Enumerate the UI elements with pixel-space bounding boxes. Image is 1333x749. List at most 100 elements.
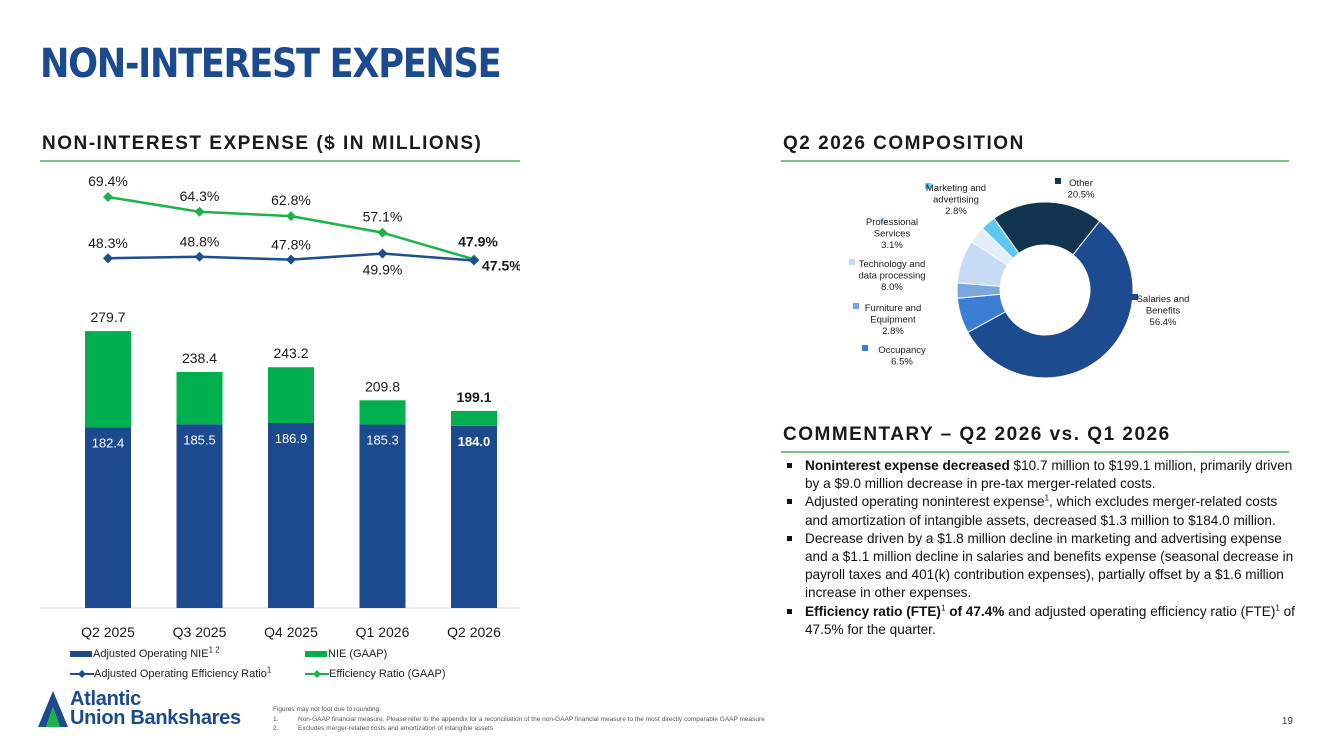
- footnote-1-num: 1.: [273, 715, 279, 723]
- bullet-4-bold: Efficiency ratio (FTE): [805, 603, 941, 619]
- legend-swatch-nie-gaap: [305, 651, 327, 658]
- donut-label-5-line-1: advertising: [933, 195, 979, 206]
- legend-sup-adj-nie: 1 2: [208, 645, 220, 655]
- line-label-adj-eff-1: 48.8%: [180, 234, 220, 250]
- donut-section-rule: [781, 160, 1289, 162]
- marker-adj-eff-4: [469, 255, 479, 266]
- bar-nie-gaap-0: [85, 331, 131, 428]
- x-tick-label-4: Q2 2026: [447, 624, 501, 640]
- line-label-eff-gaap-4: 47.9%: [458, 233, 498, 249]
- logo-line-1: Atlantic: [70, 688, 141, 710]
- bullet-4-bold2: of 47.4%: [945, 603, 1005, 619]
- marker-eff-gaap-2: [286, 211, 296, 222]
- bullet-4-sup: 1: [940, 603, 946, 613]
- bullet-3-text: Decrease driven by a $1.8 million declin…: [805, 530, 1294, 601]
- bar-base-label-2: 186.9: [275, 431, 308, 446]
- line-label-adj-eff-4: 47.5%: [482, 258, 520, 274]
- donut-label-6-line-1: 20.5%: [1068, 190, 1095, 201]
- donut-label-5-line-0: Marketing and: [926, 183, 986, 194]
- commentary-bullet-4: Efficiency ratio (FTE)1 of 47.4% and adj…: [785, 603, 1295, 639]
- bar-adj-nie-1: [176, 424, 223, 608]
- bar-chart-legend: Adjusted Operating NIE1 2 NIE (GAAP) Adj…: [70, 645, 520, 688]
- x-tick-label-1: Q3 2025: [173, 624, 227, 640]
- footnote-2-text: Excludes merger-related costs and amorti…: [298, 725, 494, 732]
- donut-label-2-line-0: Furniture and: [865, 303, 922, 314]
- donut-label-2-line-2: 2.8%: [882, 326, 904, 337]
- logo-text: Atlantic Union Bankshares: [70, 688, 241, 729]
- bullet-2-text: , which excludes merger-related costs an…: [805, 494, 1278, 528]
- logo-mark-icon: [38, 691, 68, 727]
- footnotes: Figures may not foot due to rounding. 1.…: [273, 705, 765, 734]
- bar-base-label-4: 184.0: [458, 434, 491, 449]
- donut-slice-6: [993, 201, 1101, 256]
- marker-adj-eff-1: [194, 251, 205, 262]
- donut-slice-0: [967, 220, 1134, 379]
- donut-label-6-line-0: Other: [1069, 178, 1093, 189]
- bullet-1-text: $10.7 million to $199.1 million, primari…: [805, 458, 1293, 492]
- marker-adj-eff-2: [286, 254, 296, 265]
- commentary-bullet-1: Noninterest expense decreased $10.7 mill…: [785, 457, 1295, 493]
- bullet-4-sup2: 1: [1275, 603, 1280, 613]
- donut-label-3-line-2: 8.0%: [881, 282, 903, 293]
- legend-item-nie-gaap: NIE (GAAP): [305, 648, 387, 660]
- legend-label-adj-eff: Adjusted Operating Efficiency Ratio: [94, 668, 267, 680]
- donut-label-3-line-1: data processing: [858, 271, 925, 282]
- bar-total-label-4: 199.1: [456, 389, 491, 405]
- commentary-title: COMMENTARY – Q2 2026 vs. Q1 2026: [783, 424, 1171, 445]
- legend-label-eff-gaap: Efficiency Ratio (GAAP): [329, 668, 446, 680]
- legend-marker-adj-eff: [70, 670, 94, 679]
- bar-nie-gaap-1: [176, 371, 223, 425]
- donut-section-title: Q2 2026 COMPOSITION: [783, 133, 1025, 154]
- legend-sup-adj-eff: 1: [266, 665, 272, 675]
- donut-swatch-1: [862, 345, 868, 351]
- footnote-rounding: Figures may not foot due to rounding.: [273, 706, 382, 713]
- marker-eff-gaap-1: [194, 206, 205, 217]
- footnote-1: 1. Non-GAAP financial measure. Please ref…: [273, 715, 765, 725]
- page-number: 19: [1281, 716, 1293, 727]
- footnote-1-text: Non-GAAP financial measure. Please refer…: [298, 715, 765, 723]
- x-tick-label-2: Q4 2025: [264, 624, 318, 640]
- donut-swatch-4: [879, 216, 887, 224]
- donut-swatch-6: [1055, 178, 1061, 184]
- marker-adj-eff-0: [103, 253, 113, 264]
- donut-swatch-0: [1132, 294, 1138, 300]
- donut-swatch-5: [925, 183, 931, 189]
- bar-total-label-0: 279.7: [90, 309, 125, 325]
- legend-swatch-adj-nie: [70, 651, 92, 658]
- legend-item-adj-nie: Adjusted Operating NIE1 2: [70, 645, 220, 660]
- bar-adj-nie-2: [268, 422, 314, 608]
- commentary-bullet-2: Adjusted operating noninterest expense1,…: [785, 493, 1295, 529]
- bar-adj-nie-0: [85, 427, 131, 608]
- donut-label-0-line-1: Benefits: [1146, 306, 1181, 317]
- marker-adj-eff-3: [377, 248, 388, 259]
- legend-label-adj-nie: Adjusted Operating NIE: [93, 648, 209, 660]
- donut-label-4-line-1: Services: [874, 229, 911, 240]
- donut-label-3-line-0: Technology and: [859, 259, 926, 270]
- x-tick-label-3: Q1 2026: [356, 624, 410, 640]
- footnote-2-num: 2.: [273, 725, 279, 732]
- donut-label-0-line-0: Salaries and: [1137, 294, 1190, 305]
- logo-line-2: Union Bankshares: [70, 707, 241, 729]
- footnote-2: 2. Excludes merger-related costs and amor…: [273, 724, 765, 734]
- marker-eff-gaap-3: [377, 227, 388, 238]
- donut-label-2-line-1: Equipment: [870, 315, 916, 326]
- company-logo: Atlantic Union Bankshares: [38, 688, 268, 730]
- line-label-eff-gaap-1: 64.3%: [180, 188, 220, 204]
- donut-label-4-line-0: Professional: [866, 217, 918, 228]
- line-label-eff-gaap-3: 57.1%: [363, 209, 403, 225]
- bar-base-label-1: 185.5: [183, 432, 216, 447]
- legend-item-adj-eff: Adjusted Operating Efficiency Ratio1: [70, 665, 272, 680]
- donut-label-0-line-2: 56.4%: [1150, 317, 1177, 328]
- line-label-adj-eff-0: 48.3%: [88, 235, 128, 251]
- bar-adj-nie-4: [451, 425, 497, 608]
- legend-item-eff-gaap: Efficiency Ratio (GAAP): [305, 668, 446, 680]
- donut-swatch-2: [853, 303, 859, 309]
- bar-nie-gaap-3: [359, 400, 406, 425]
